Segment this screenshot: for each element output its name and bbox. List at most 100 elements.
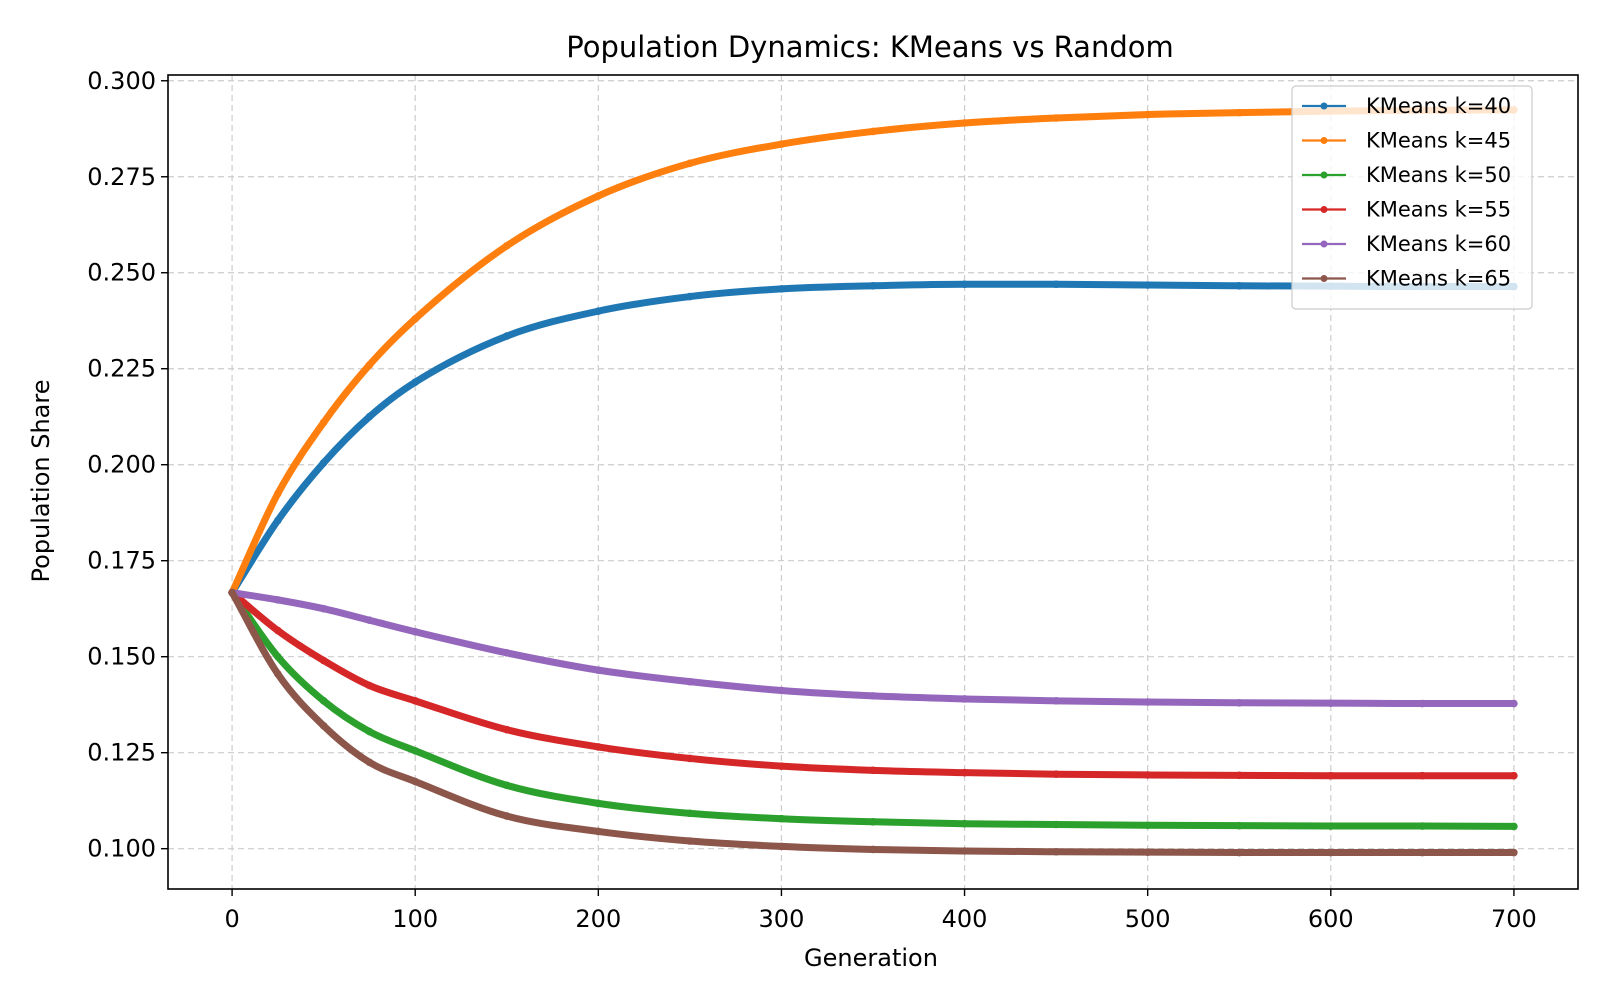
data-point — [1052, 697, 1060, 705]
data-point — [686, 677, 694, 686]
legend-item: KMeans k=50 — [1302, 163, 1511, 187]
data-point — [1143, 771, 1152, 779]
y-tick-label: 0.125 — [87, 739, 156, 767]
y-tick-label: 0.150 — [87, 643, 156, 671]
data-point — [1052, 820, 1060, 829]
y-tick-label: 0.175 — [87, 547, 156, 575]
data-point — [1235, 771, 1244, 780]
data-point — [777, 686, 786, 695]
x-tick-label: 300 — [759, 905, 805, 933]
data-point — [686, 159, 694, 168]
data-point — [411, 315, 420, 323]
plot-frame — [167, 74, 1579, 890]
x-axis-label: Generation — [804, 944, 938, 972]
data-point — [1143, 110, 1152, 119]
data-point — [1143, 821, 1152, 830]
x-tick-label: 700 — [1491, 905, 1537, 933]
data-point — [1235, 848, 1244, 857]
data-point — [1418, 822, 1427, 830]
x-tick-label: 200 — [575, 905, 621, 933]
data-point — [1418, 771, 1427, 780]
data-point — [686, 809, 694, 818]
legend-label: KMeans k=50 — [1366, 163, 1511, 187]
x-tick-label: 0 — [224, 905, 239, 933]
x-tick-label: 100 — [392, 905, 438, 933]
data-point — [960, 847, 969, 855]
legend-item: KMeans k=40 — [1302, 94, 1511, 118]
data-point — [502, 725, 511, 734]
data-point — [411, 627, 420, 636]
y-tick-label: 0.275 — [87, 163, 156, 191]
series-5 — [228, 588, 1518, 857]
legend-box — [1291, 85, 1533, 310]
data-point — [1143, 698, 1152, 706]
data-point — [869, 818, 877, 826]
data-point — [274, 670, 282, 678]
series-0 — [228, 280, 1518, 597]
data-point — [777, 814, 786, 823]
data-point — [960, 280, 969, 289]
data-point — [686, 837, 694, 845]
data-point — [777, 842, 786, 851]
data-point — [319, 697, 328, 705]
legend-swatch-marker — [1320, 206, 1328, 213]
y-tick-label: 0.200 — [87, 451, 156, 479]
y-tick-label: 0.300 — [87, 67, 156, 95]
data-point — [1326, 771, 1335, 780]
data-point — [594, 192, 603, 200]
series-4 — [228, 588, 1518, 708]
data-point — [411, 697, 420, 705]
legend-swatch-marker — [1320, 137, 1328, 144]
data-point — [1510, 848, 1518, 857]
legend-item: KMeans k=55 — [1302, 198, 1511, 222]
data-point — [1235, 821, 1244, 830]
data-point — [502, 781, 511, 790]
data-point — [274, 489, 282, 498]
data-point — [274, 596, 282, 604]
data-point — [594, 743, 603, 751]
data-point — [594, 799, 603, 808]
chart-title: Population Dynamics: KMeans vs Random — [566, 30, 1174, 64]
data-point — [594, 827, 603, 836]
data-point — [869, 692, 877, 700]
series-lines — [228, 106, 1518, 857]
data-point — [319, 722, 328, 730]
data-point — [960, 768, 969, 777]
legend-swatch-marker — [1320, 102, 1328, 110]
y-tick-label: 0.100 — [87, 835, 156, 863]
data-point — [869, 281, 877, 290]
data-point — [1418, 848, 1427, 857]
data-point — [365, 681, 374, 690]
data-point — [1052, 770, 1060, 778]
data-point — [1143, 848, 1152, 856]
data-point — [869, 127, 877, 136]
data-point — [274, 626, 282, 635]
data-point — [1326, 699, 1335, 707]
data-point — [777, 285, 786, 293]
data-point — [1052, 847, 1060, 856]
data-point — [960, 119, 969, 127]
data-point — [777, 762, 786, 770]
data-point — [869, 766, 877, 775]
data-point — [319, 459, 328, 467]
data-point — [502, 332, 511, 340]
legend: KMeans k=40 KMeans k=45 KMeans k=50 KMeans … — [1291, 85, 1533, 310]
data-point — [365, 361, 374, 369]
data-point — [1052, 280, 1060, 289]
x-tick-label: 500 — [1125, 905, 1171, 933]
data-point — [411, 777, 420, 786]
data-point — [1143, 281, 1152, 289]
legend-swatch-marker — [1320, 240, 1328, 248]
data-point — [319, 656, 328, 665]
legend-item: KMeans k=45 — [1302, 129, 1511, 153]
legend-swatch-marker — [1320, 171, 1328, 179]
data-point — [1052, 114, 1060, 122]
data-point — [502, 812, 511, 820]
data-point — [686, 754, 694, 763]
data-point — [869, 845, 877, 854]
legend-swatch-marker — [1320, 275, 1328, 282]
data-point — [1326, 822, 1335, 830]
data-point — [1235, 698, 1244, 707]
data-point — [319, 604, 328, 613]
